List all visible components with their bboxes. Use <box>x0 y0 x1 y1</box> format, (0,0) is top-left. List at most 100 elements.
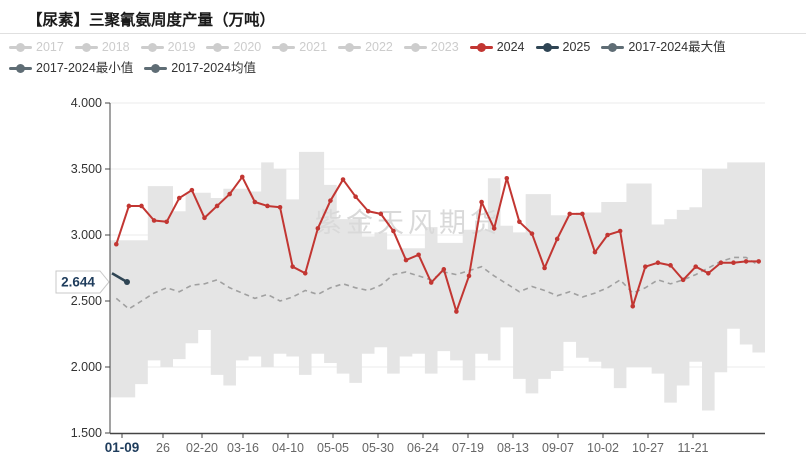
x-tick-label: 03-16 <box>227 441 259 455</box>
series-2024-point[interactable] <box>428 280 434 285</box>
y-tick-label: 3.000 <box>71 228 102 242</box>
legend-line-dot-icon <box>272 42 296 52</box>
x-tick-label: 08-13 <box>497 441 529 455</box>
y-tick-label: 4.000 <box>71 96 102 110</box>
series-2024-point[interactable] <box>580 211 585 217</box>
legend-line-dot-icon <box>9 63 32 73</box>
legend-line-dot-icon <box>535 42 559 52</box>
series-2024-point[interactable] <box>403 257 409 263</box>
series-2024-point[interactable] <box>731 260 736 266</box>
series-2024-point[interactable] <box>630 303 636 309</box>
legend-label: 2017-2024最大值 <box>628 40 726 54</box>
series-2024-point[interactable] <box>391 228 396 234</box>
series-2024-point[interactable] <box>416 252 421 258</box>
title-divider <box>0 33 806 34</box>
series-2024-point[interactable] <box>479 199 484 205</box>
series-2024-point[interactable] <box>328 198 333 203</box>
series-2024-point[interactable] <box>151 218 157 223</box>
series-2024-point[interactable] <box>655 260 661 266</box>
x-tick-label: 07-19 <box>452 441 484 455</box>
series-2024-point[interactable] <box>743 259 749 264</box>
series-2024-point[interactable] <box>176 195 182 201</box>
legend-item-2025[interactable]: 2025 <box>535 40 591 54</box>
series-2024-point[interactable] <box>340 177 346 182</box>
legend-item-2018[interactable]: 2018 <box>74 40 130 54</box>
x-tick-label: 06-24 <box>407 441 439 455</box>
y-tick-label: 2.000 <box>71 360 102 374</box>
series-2024-point[interactable] <box>113 241 119 247</box>
legend-label: 2023 <box>430 40 459 54</box>
series-2024-point[interactable] <box>353 194 358 200</box>
series-2024-point[interactable] <box>227 191 232 197</box>
series-2024-point[interactable] <box>139 203 144 209</box>
legend-label: 2017 <box>36 40 64 54</box>
series-2024-point[interactable] <box>466 273 472 279</box>
series-2024-point[interactable] <box>265 203 270 209</box>
series-2024-point[interactable] <box>542 265 547 271</box>
legend-line-dot-icon <box>144 63 168 73</box>
legend-item-2021[interactable]: 2021 <box>272 40 327 54</box>
series-2024-point[interactable] <box>718 260 724 266</box>
series-2024-point[interactable] <box>668 263 673 268</box>
series-2024-point[interactable] <box>756 259 762 264</box>
series-2024-point[interactable] <box>454 309 459 314</box>
series-2024-point[interactable] <box>189 187 195 193</box>
legend-item-2020[interactable]: 2020 <box>206 40 261 54</box>
series-2024-point[interactable] <box>365 208 371 214</box>
legend-label: 2019 <box>167 40 196 54</box>
series-2024-point[interactable] <box>202 215 207 221</box>
series-2024-point[interactable] <box>517 219 522 225</box>
legend-item-2017-2024[interactable]: 2017-2024最大值 <box>601 40 726 54</box>
series-2024-point[interactable] <box>605 232 610 238</box>
series-2024-point[interactable] <box>592 249 598 255</box>
legend-label: 2018 <box>101 40 130 54</box>
series-2024-point[interactable] <box>315 226 321 231</box>
x-tick-label: 05-05 <box>317 441 349 455</box>
legend-row: 2017 2018 2019 2020 2021 2022 2023 2024 2025 2017… <box>9 40 799 54</box>
series-2024-point[interactable] <box>290 264 295 269</box>
legend-item-2019[interactable]: 2019 <box>140 40 196 54</box>
series-2024-point[interactable] <box>529 231 535 236</box>
legend-row: 2017-2024最小值 2017-2024均值 <box>9 61 799 75</box>
x-tick-label: 10-27 <box>632 441 664 455</box>
series-2024-point[interactable] <box>643 264 648 269</box>
legend-label: 2017-2024最小值 <box>36 61 134 75</box>
legend-item-2017-2024[interactable]: 2017-2024最小值 <box>9 61 133 75</box>
series-2024-point[interactable] <box>214 203 220 209</box>
series-2024-point[interactable] <box>277 204 283 210</box>
series-2024-point[interactable] <box>491 226 497 231</box>
series-2024-point[interactable] <box>252 199 258 205</box>
series-2024-point[interactable] <box>554 236 560 242</box>
legend-item-2017-2024[interactable]: 2017-2024均值 <box>144 61 256 75</box>
series-2024-point[interactable] <box>302 270 308 276</box>
legend-item-2017[interactable]: 2017 <box>9 40 64 54</box>
series-2025-point[interactable] <box>124 278 130 285</box>
series-2024-point[interactable] <box>441 267 447 272</box>
series-2024-point[interactable] <box>693 264 699 269</box>
series-2024-point[interactable] <box>567 211 573 217</box>
series-2024-point[interactable] <box>126 203 132 209</box>
chart-title: 【尿素】三聚氰氨周度产量（万吨） <box>27 12 276 29</box>
x-tick-label: 11-21 <box>677 441 708 455</box>
series-2024-point[interactable] <box>504 175 510 181</box>
legend-label: 2020 <box>233 40 262 54</box>
legend-item-2024[interactable]: 2024 <box>469 40 525 54</box>
legend: 2017 2018 2019 2020 2021 2022 2023 2024 2025 2017… <box>9 40 799 82</box>
series-2024-point[interactable] <box>706 270 711 276</box>
legend-item-2022[interactable]: 2022 <box>338 40 393 54</box>
series-2024-point[interactable] <box>617 228 623 234</box>
legend-item-2023[interactable]: 2023 <box>403 40 459 54</box>
x-tick-label: 09-07 <box>542 441 574 455</box>
series-2024-line[interactable] <box>115 175 759 313</box>
series-2024-point[interactable] <box>239 174 245 180</box>
legend-label: 2025 <box>562 40 591 54</box>
x-tick-label: 04-10 <box>272 441 304 455</box>
series-2024-point[interactable] <box>164 219 169 225</box>
legend-label: 2024 <box>496 40 525 54</box>
legend-line-dot-icon <box>338 42 362 52</box>
series-2024-point[interactable] <box>680 277 686 283</box>
legend-line-dot-icon <box>469 42 493 52</box>
series-2024-point[interactable] <box>378 211 384 217</box>
